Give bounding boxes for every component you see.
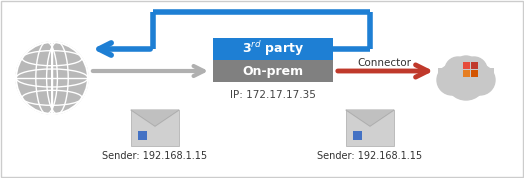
FancyBboxPatch shape <box>471 70 477 77</box>
FancyBboxPatch shape <box>346 110 394 146</box>
Circle shape <box>454 56 478 80</box>
Circle shape <box>461 57 487 83</box>
FancyBboxPatch shape <box>463 70 470 77</box>
Circle shape <box>465 65 495 95</box>
FancyBboxPatch shape <box>463 62 470 69</box>
Text: Sender: 192.168.1.15: Sender: 192.168.1.15 <box>318 151 422 161</box>
Circle shape <box>16 42 88 114</box>
FancyBboxPatch shape <box>213 60 333 82</box>
Text: 3$^{rd}$ party: 3$^{rd}$ party <box>242 40 304 58</box>
FancyBboxPatch shape <box>438 68 494 86</box>
FancyBboxPatch shape <box>131 110 179 146</box>
Text: Sender: 192.168.1.15: Sender: 192.168.1.15 <box>102 151 208 161</box>
Polygon shape <box>131 110 179 126</box>
Circle shape <box>445 57 471 83</box>
FancyBboxPatch shape <box>138 131 147 140</box>
FancyBboxPatch shape <box>213 38 333 60</box>
Circle shape <box>446 60 486 100</box>
Text: IP: 172.17.17.35: IP: 172.17.17.35 <box>230 90 316 100</box>
FancyBboxPatch shape <box>353 131 362 140</box>
Circle shape <box>437 65 467 95</box>
Text: Connector: Connector <box>357 58 411 68</box>
Text: On-prem: On-prem <box>243 64 303 77</box>
FancyBboxPatch shape <box>471 62 477 69</box>
Polygon shape <box>346 110 394 126</box>
